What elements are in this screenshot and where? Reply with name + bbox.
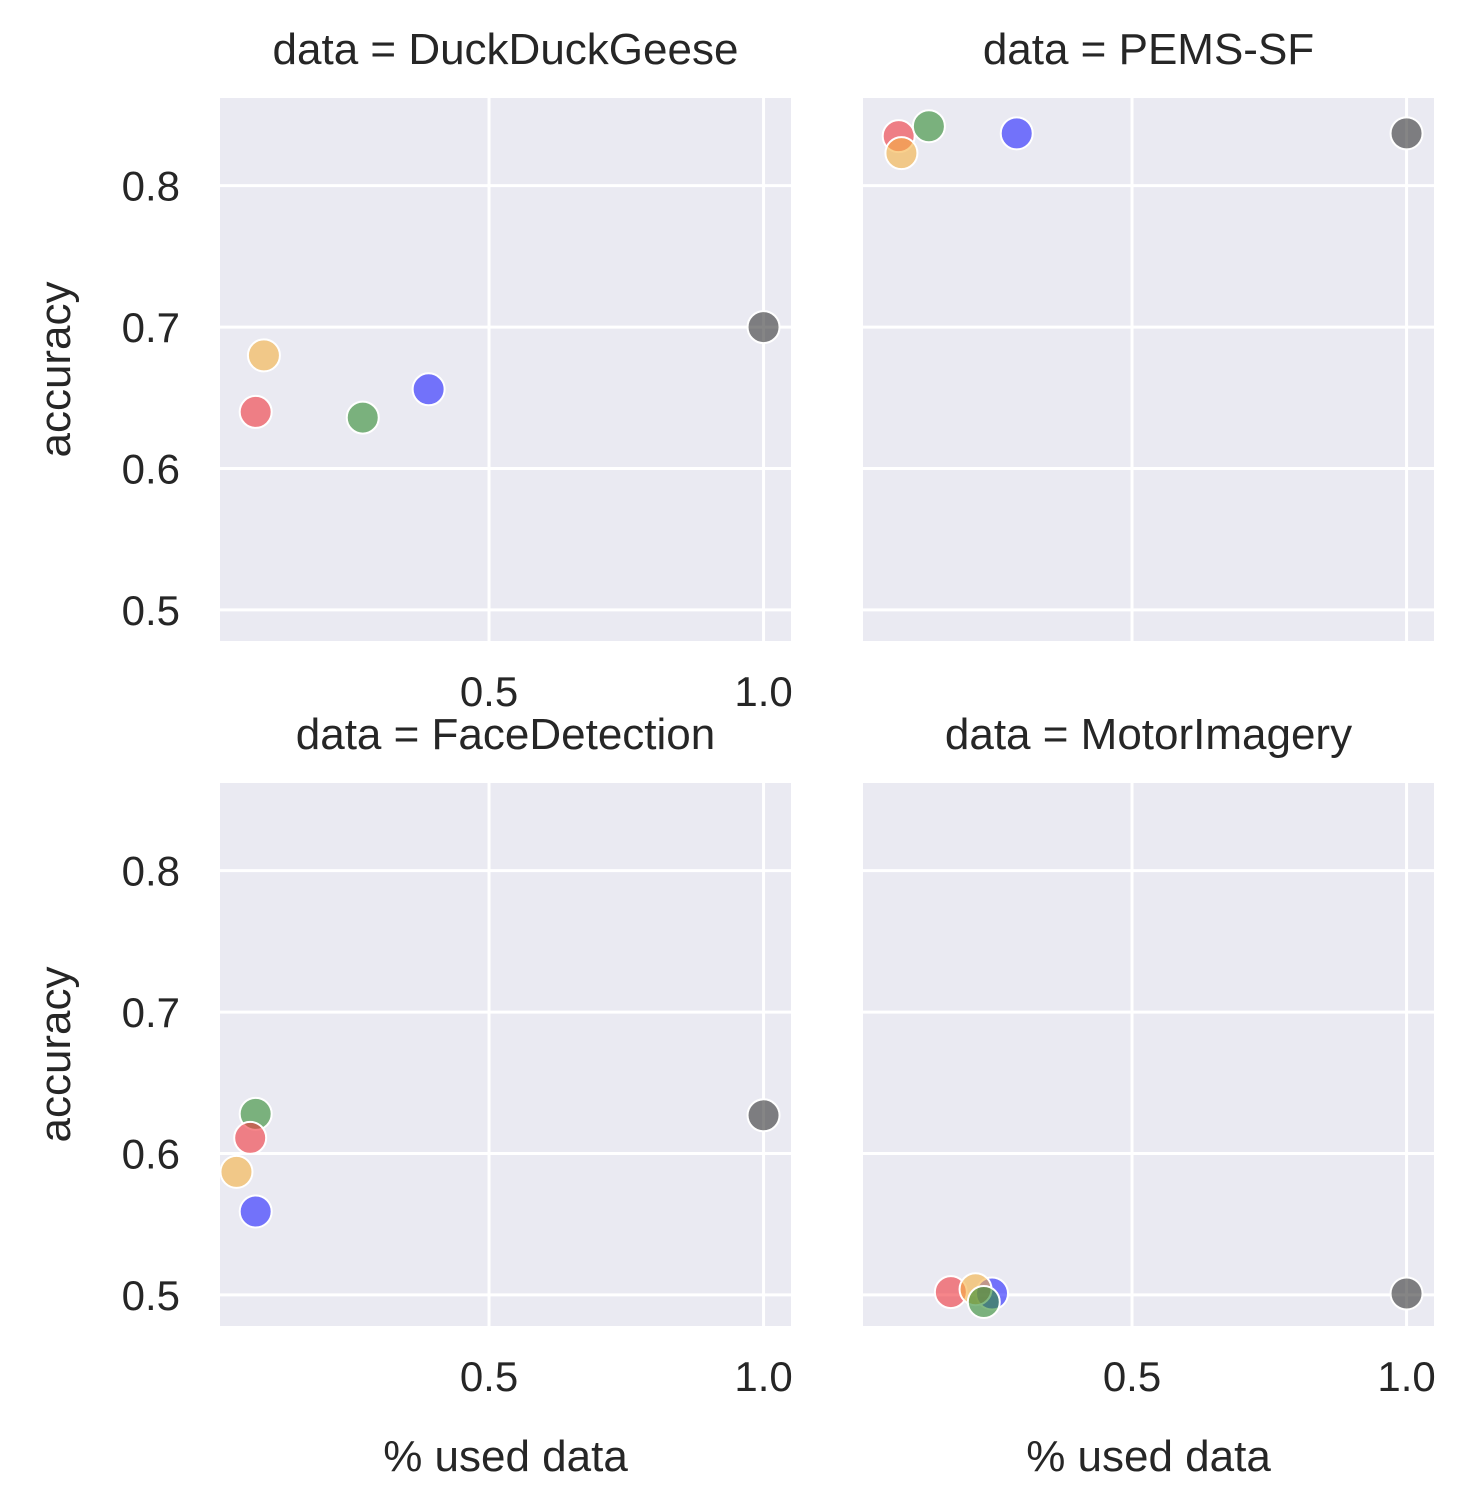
scatter-point: [345, 400, 380, 435]
y-tick-label: 0.7: [122, 304, 180, 351]
scatter-point: [1389, 1276, 1424, 1311]
panel-2: data = PEMS-SF: [863, 25, 1434, 641]
x-tick-label: 0.5: [1103, 1353, 1161, 1400]
scatter-point: [1389, 116, 1424, 151]
y-axis-label: accuracy: [31, 966, 80, 1142]
scatter-point: [746, 310, 781, 345]
plot-background: [220, 98, 791, 641]
x-tick-label: 1.0: [734, 1353, 792, 1400]
x-axis-label: % used data: [1026, 1432, 1271, 1481]
scatter-point: [884, 136, 919, 171]
scatter-point: [966, 1284, 1001, 1319]
panel-title: data = MotorImagery: [945, 710, 1352, 759]
scatter-point: [911, 109, 946, 144]
y-tick-label: 0.5: [122, 1272, 180, 1319]
y-tick-label: 0.8: [122, 163, 180, 210]
y-tick-label: 0.8: [122, 848, 180, 895]
y-axis-label: accuracy: [31, 281, 80, 457]
panel-title: data = FaceDetection: [296, 710, 715, 759]
panel-title: data = DuckDuckGeese: [273, 25, 739, 74]
y-tick-label: 0.6: [122, 445, 180, 492]
plot-background: [863, 98, 1434, 641]
x-tick-label: 0.5: [460, 1353, 518, 1400]
scatter-point: [219, 1154, 254, 1189]
panel-1: data = DuckDuckGeese 0.5 0.6 0.7 0.8 0.5 1.0 ac…: [31, 25, 793, 715]
scatter-point: [246, 338, 281, 373]
x-tick-label: 1.0: [734, 668, 792, 715]
scatter-point: [999, 116, 1034, 151]
scatter-point: [238, 1194, 273, 1229]
scatter-point: [238, 394, 273, 429]
y-tick-label: 0.7: [122, 989, 180, 1036]
panel-3: data = FaceDetection 0.5 0.6 0.7 0.8 0.5 1.0 ac…: [31, 710, 793, 1481]
x-axis-label: % used data: [383, 1432, 628, 1481]
y-tick-label: 0.5: [122, 587, 180, 634]
panel-title: data = PEMS-SF: [983, 25, 1314, 74]
plot-background: [220, 783, 791, 1326]
scatter-point: [411, 372, 446, 407]
x-tick-label: 0.5: [460, 668, 518, 715]
scatter-point: [746, 1098, 781, 1133]
panel-4: data = MotorImagery 0.5 1.0 % used data: [863, 710, 1436, 1481]
x-tick-label: 1.0: [1377, 1353, 1435, 1400]
y-tick-label: 0.6: [122, 1130, 180, 1177]
plot-background: [863, 783, 1434, 1326]
scatter-point: [233, 1120, 268, 1155]
